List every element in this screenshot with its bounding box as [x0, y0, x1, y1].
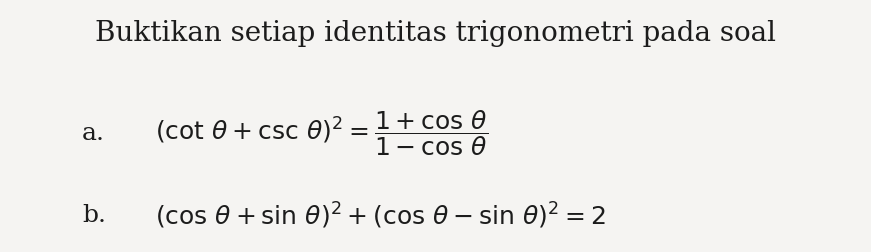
- Text: Buktikan setiap identitas trigonometri pada soal: Buktikan setiap identitas trigonometri p…: [95, 20, 776, 47]
- Text: $(\cot\,\theta + \csc\,\theta)^2 = \dfrac{1 + \cos\,\theta}{1 - \cos\,\theta}$: $(\cot\,\theta + \csc\,\theta)^2 = \dfra…: [155, 109, 489, 159]
- Text: $(\cos\,\theta + \sin\,\theta)^2 + (\cos\,\theta - \sin\,\theta)^2 = 2$: $(\cos\,\theta + \sin\,\theta)^2 + (\cos…: [155, 201, 606, 231]
- Text: a.: a.: [82, 122, 105, 145]
- Text: b.: b.: [82, 204, 106, 227]
